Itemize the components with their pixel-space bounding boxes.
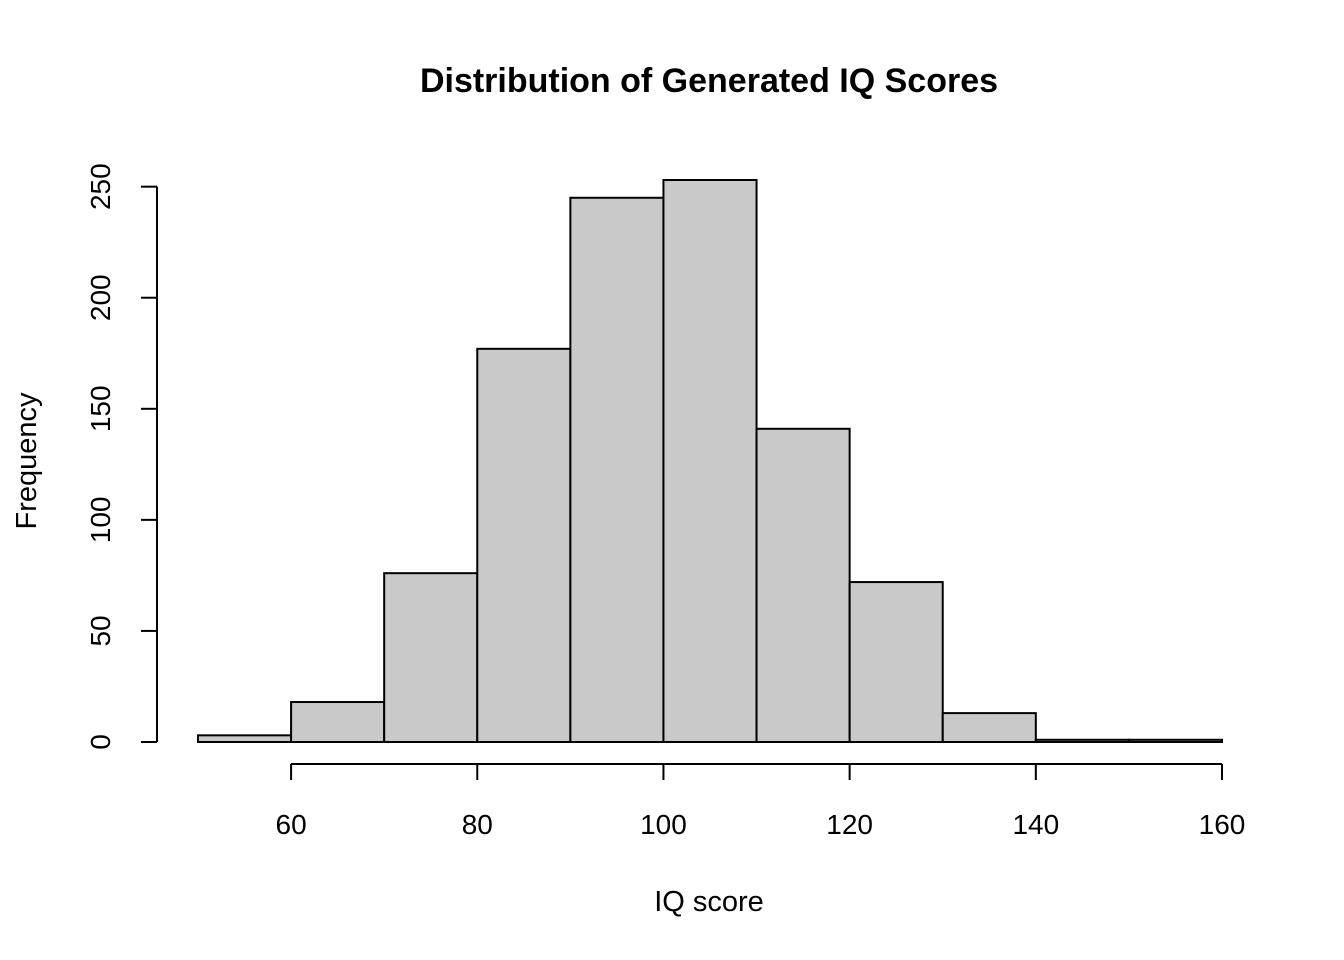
histogram-bar	[1127, 738, 1223, 744]
y-axis: 0 50 100 150 200 250	[85, 163, 158, 750]
histogram-bar	[1034, 738, 1130, 744]
y-tick-label: 0	[85, 734, 116, 750]
x-axis: 60 80 100 120 140 160	[276, 763, 1246, 840]
y-tick-label: 50	[85, 615, 116, 646]
histogram-bar	[941, 712, 1037, 744]
histogram-bar	[848, 581, 944, 743]
histogram-bar	[290, 701, 386, 743]
x-axis-label: IQ score	[654, 886, 764, 918]
histogram-bar	[197, 734, 293, 744]
y-tick-label: 150	[85, 385, 116, 432]
y-axis-label: Frequency	[11, 392, 43, 530]
histogram-bar	[476, 347, 572, 743]
chart-title: Distribution of Generated IQ Scores	[420, 62, 998, 100]
x-tick-label: 60	[276, 809, 307, 840]
x-tick-label: 160	[1199, 809, 1246, 840]
x-tick-label: 140	[1012, 809, 1059, 840]
y-tick-label: 100	[85, 497, 116, 544]
histogram-bar	[569, 196, 665, 743]
histogram-bar	[662, 179, 758, 743]
y-tick-label: 250	[85, 163, 116, 210]
x-tick-label: 120	[826, 809, 873, 840]
y-tick-label: 200	[85, 274, 116, 321]
histogram-bar	[383, 572, 479, 743]
histogram-bar	[755, 427, 851, 743]
histogram-bars	[197, 179, 1223, 744]
x-tick-label: 100	[640, 809, 687, 840]
x-tick-label: 80	[462, 809, 493, 840]
